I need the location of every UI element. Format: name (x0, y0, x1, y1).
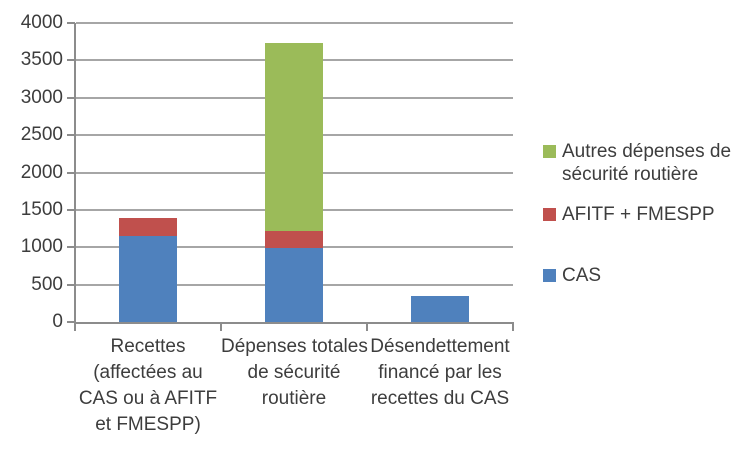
legend: Autres dépenses de sécurité routière AFI… (543, 0, 750, 450)
bar-segment-cas (411, 295, 469, 322)
x-category-label-line: recettes du CAS (370, 388, 510, 409)
y-tick-label: 1500 (20, 198, 63, 220)
x-tick-mark (512, 324, 514, 331)
x-category-label-line: de sécurité (247, 362, 341, 383)
x-category-label-line: Désendettement (370, 336, 510, 357)
x-category-label-line: et FMESPP) (95, 414, 201, 435)
x-category-label-line: Dépenses totales (221, 336, 368, 357)
bar-stack (265, 42, 323, 322)
y-tick-label: 0 (52, 311, 63, 332)
y-tick-label: 2500 (20, 124, 63, 146)
y-tick-label: 2000 (20, 161, 63, 183)
legend-swatch-afitf-fmespp (543, 208, 556, 221)
y-tick-label: 500 (31, 273, 63, 295)
y-tick-mark (67, 283, 75, 286)
x-category-label-line: routière (261, 388, 327, 409)
bar-segment-autres-d-penses-de-s-curit-routi-re (265, 42, 323, 232)
bar-segment-afitf-fmespp (119, 217, 177, 236)
y-axis-line (74, 23, 76, 324)
legend-label-afitf-fmespp: AFITF + FMESPP (562, 204, 715, 225)
legend-item-cas: CAS (543, 264, 601, 287)
legend-label-autres: Autres dépenses de sécurité routière (562, 141, 732, 185)
bar-segment-cas (119, 236, 177, 322)
y-tick-mark (67, 59, 75, 62)
legend-item-autres: Autres dépenses de sécurité routière (543, 140, 748, 186)
bar-segment-cas (265, 248, 323, 322)
x-category-label-line: CAS ou à AFITF (78, 388, 218, 409)
x-category-label: Désendettement financé par les recettes du… (367, 334, 513, 412)
y-tick-label: 3000 (20, 86, 63, 108)
x-tick-mark (74, 324, 76, 331)
y-tick-mark (67, 96, 75, 99)
x-axis-line (74, 322, 514, 324)
y-tick-mark (67, 208, 75, 211)
x-category-label-line: financé par les (378, 362, 502, 383)
x-tick-mark (366, 324, 368, 331)
x-category-label: Dépenses totales de sécurité routière (221, 334, 368, 412)
y-tick-mark (67, 22, 75, 24)
legend-label-cas: CAS (562, 265, 602, 286)
y-tick-mark (67, 321, 75, 323)
x-category-label-line: Recettes (110, 336, 186, 357)
gridline (76, 22, 513, 24)
legend-item-afitf-fmespp: AFITF + FMESPP (543, 203, 715, 226)
x-category-label: Recettes (affectées au CAS ou à AFITF et FM… (75, 334, 221, 438)
bar-stack (119, 217, 177, 322)
legend-swatch-autres (543, 145, 556, 158)
y-tick-mark (67, 246, 75, 249)
bar-stack (411, 295, 469, 322)
y-tick-mark (67, 171, 75, 174)
y-tick-label: 1000 (20, 236, 63, 258)
bar-segment-afitf-fmespp (265, 231, 323, 249)
legend-swatch-cas (543, 269, 556, 282)
y-tick-label: 3500 (20, 49, 63, 71)
x-tick-mark (220, 324, 222, 331)
y-tick-mark (67, 134, 75, 137)
y-tick-label: 4000 (20, 12, 63, 33)
x-category-label-line: (affectées au (93, 362, 203, 383)
